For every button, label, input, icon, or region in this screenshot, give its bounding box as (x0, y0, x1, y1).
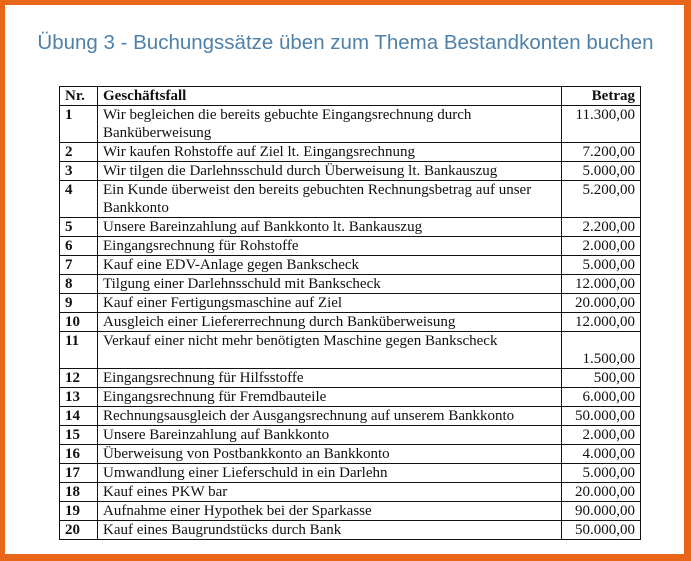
row-description: Unsere Bareinzahlung auf Bankkonto lt. B… (97, 217, 562, 237)
table-row: 16 Überweisung von Postbankkonto an Bankk… (59, 444, 641, 464)
table-header-row: Nr. Geschäftsfall Betrag (59, 86, 641, 106)
row-amount: 2.000,00 (561, 425, 641, 445)
row-amount: 20.000,00 (561, 293, 641, 313)
row-number: 12 (59, 368, 98, 388)
row-description: Unsere Bareinzahlung auf Bankkonto (97, 425, 562, 445)
table-row: 7 Kauf eine EDV-Anlage gegen Bankscheck 5.… (59, 255, 641, 275)
transactions-table: Nr. Geschäftsfall Betrag 1 Wir begleichen… (59, 86, 641, 540)
table-row: 17 Umwandlung einer Lieferschuld in ein D… (59, 463, 641, 483)
row-description: Verkauf einer nicht mehr benötigten Masc… (97, 331, 562, 369)
row-amount: 4.000,00 (561, 444, 641, 464)
row-amount: 11.300,00 (561, 105, 641, 143)
row-amount: 500,00 (561, 368, 641, 388)
row-description: Eingangsrechnung für Rohstoffe (97, 236, 562, 256)
row-amount: 50.000,00 (561, 520, 641, 540)
row-number: 10 (59, 312, 98, 332)
header-nr: Nr. (59, 86, 98, 106)
table-row: 12 Eingangsrechnung für Hilfsstoffe 500,00 (59, 368, 641, 388)
row-amount: 6.000,00 (561, 387, 641, 407)
row-description: Kauf einer Fertigungsmaschine auf Ziel (97, 293, 562, 313)
row-amount: 5.000,00 (561, 463, 641, 483)
row-number: 7 (59, 255, 98, 275)
row-amount: 2.200,00 (561, 217, 641, 237)
row-description: Ein Kunde überweist den bereits gebuchte… (97, 180, 562, 218)
table-row: 2 Wir kaufen Rohstoffe auf Ziel lt. Einga… (59, 142, 641, 162)
row-description: Umwandlung einer Lieferschuld in ein Dar… (97, 463, 562, 483)
row-number: 2 (59, 142, 98, 162)
row-amount: 5.200,00 (561, 180, 641, 218)
row-number: 3 (59, 161, 98, 181)
row-description: Kauf eines Baugrundstücks durch Bank (97, 520, 562, 540)
row-amount: 12.000,00 (561, 312, 641, 332)
table-row: 13 Eingangsrechnung für Fremdbauteile 6.00… (59, 387, 641, 407)
row-description: Kauf eine EDV-Anlage gegen Bankscheck (97, 255, 562, 275)
table-row: 8 Tilgung einer Darlehnsschuld mit Banksc… (59, 274, 641, 294)
row-number: 19 (59, 501, 98, 521)
row-amount: 50.000,00 (561, 406, 641, 426)
row-amount: 12.000,00 (561, 274, 641, 294)
row-number: 4 (59, 180, 98, 218)
table-row: 15 Unsere Bareinzahlung auf Bankkonto 2.00… (59, 425, 641, 445)
row-description: Aufnahme einer Hypothek bei der Sparkass… (97, 501, 562, 521)
row-number: 5 (59, 217, 98, 237)
row-description: Überweisung von Postbankkonto an Bankkon… (97, 444, 562, 464)
table-row: 19 Aufnahme einer Hypothek bei der Sparka… (59, 501, 641, 521)
row-amount: 7.200,00 (561, 142, 641, 162)
table-row: 6 Eingangsrechnung für Rohstoffe 2.000,00 (59, 236, 641, 256)
row-number: 18 (59, 482, 98, 502)
row-description: Rechnungsausgleich der Ausgangsrechnung … (97, 406, 562, 426)
row-number: 11 (59, 331, 98, 369)
row-number: 17 (59, 463, 98, 483)
row-description: Tilgung einer Darlehnsschuld mit Banksch… (97, 274, 562, 294)
row-number: 6 (59, 236, 98, 256)
table-row: 14 Rechnungsausgleich der Ausgangsrechnun… (59, 406, 641, 426)
row-description: Wir kaufen Rohstoffe auf Ziel lt. Eingan… (97, 142, 562, 162)
table-row: 20 Kauf eines Baugrundstücks durch Bank 50… (59, 520, 641, 540)
row-amount: 5.000,00 (561, 161, 641, 181)
table-row: 5 Unsere Bareinzahlung auf Bankkonto lt. … (59, 217, 641, 237)
row-number: 15 (59, 425, 98, 445)
row-description: Kauf eines PKW bar (97, 482, 562, 502)
table-row: 1 Wir begleichen die bereits gebuchte Ein… (59, 105, 641, 143)
header-amount: Betrag (561, 86, 641, 106)
row-amount: 2.000,00 (561, 236, 641, 256)
row-number: 16 (59, 444, 98, 464)
table-row: 3 Wir tilgen die Darlehnsschuld durch Übe… (59, 161, 641, 181)
row-number: 14 (59, 406, 98, 426)
row-description: Wir begleichen die bereits gebuchte Eing… (97, 105, 562, 143)
row-number: 13 (59, 387, 98, 407)
row-amount: 5.000,00 (561, 255, 641, 275)
header-case: Geschäftsfall (97, 86, 562, 106)
page-title: Übung 3 - Buchungssätze üben zum Thema B… (37, 31, 654, 54)
table-row: 18 Kauf eines PKW bar 20.000,00 (59, 482, 641, 502)
row-amount: 20.000,00 (561, 482, 641, 502)
table-row: 4 Ein Kunde überweist den bereits gebucht… (59, 180, 641, 218)
table-row: 10 Ausgleich einer Liefererrechnung durch… (59, 312, 641, 332)
row-description: Eingangsrechnung für Hilfsstoffe (97, 368, 562, 388)
row-number: 9 (59, 293, 98, 313)
table-row: 9 Kauf einer Fertigungsmaschine auf Ziel 2… (59, 293, 641, 313)
table-row: 11 Verkauf einer nicht mehr benötigten Ma… (59, 331, 641, 369)
row-number: 20 (59, 520, 98, 540)
row-number: 8 (59, 274, 98, 294)
row-description: Eingangsrechnung für Fremdbauteile (97, 387, 562, 407)
row-amount: 1.500,00 (561, 331, 641, 369)
document-page: Übung 3 - Buchungssätze üben zum Thema B… (5, 5, 684, 554)
row-amount: 90.000,00 (561, 501, 641, 521)
row-description: Wir tilgen die Darlehnsschuld durch Über… (97, 161, 562, 181)
row-number: 1 (59, 105, 98, 143)
row-description: Ausgleich einer Liefererrechnung durch B… (97, 312, 562, 332)
